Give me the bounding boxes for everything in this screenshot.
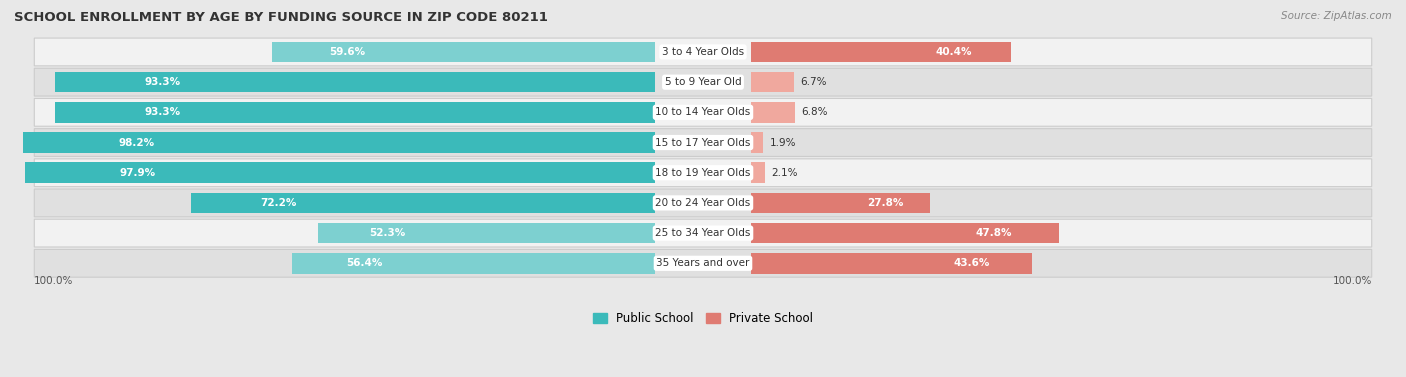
Text: 27.8%: 27.8%	[866, 198, 903, 208]
Bar	[751, 72, 794, 92]
Text: 5 to 9 Year Old: 5 to 9 Year Old	[665, 77, 741, 87]
Text: 72.2%: 72.2%	[260, 198, 297, 208]
Text: 56.4%: 56.4%	[346, 258, 382, 268]
Bar	[271, 42, 655, 62]
Text: 93.3%: 93.3%	[145, 107, 181, 117]
Bar	[292, 253, 655, 274]
Bar	[319, 223, 655, 244]
Text: SCHOOL ENROLLMENT BY AGE BY FUNDING SOURCE IN ZIP CODE 80211: SCHOOL ENROLLMENT BY AGE BY FUNDING SOUR…	[14, 11, 548, 24]
Text: 40.4%: 40.4%	[935, 47, 972, 57]
Bar	[25, 162, 655, 183]
Bar	[55, 102, 655, 123]
FancyBboxPatch shape	[34, 68, 1372, 96]
Bar	[751, 162, 765, 183]
Bar	[751, 42, 1011, 62]
Text: 93.3%: 93.3%	[145, 77, 181, 87]
Text: 2.1%: 2.1%	[770, 168, 797, 178]
Bar	[191, 193, 655, 213]
Bar	[751, 253, 1032, 274]
Text: 100.0%: 100.0%	[1333, 276, 1372, 286]
Bar	[55, 72, 655, 92]
Text: 3 to 4 Year Olds: 3 to 4 Year Olds	[662, 47, 744, 57]
Bar	[751, 193, 929, 213]
Text: 15 to 17 Year Olds: 15 to 17 Year Olds	[655, 138, 751, 147]
Text: 52.3%: 52.3%	[368, 228, 405, 238]
Text: 25 to 34 Year Olds: 25 to 34 Year Olds	[655, 228, 751, 238]
FancyBboxPatch shape	[34, 219, 1372, 247]
Bar	[751, 132, 763, 153]
Text: 59.6%: 59.6%	[329, 47, 366, 57]
Text: 18 to 19 Year Olds: 18 to 19 Year Olds	[655, 168, 751, 178]
Bar	[751, 102, 794, 123]
Text: 97.9%: 97.9%	[120, 168, 156, 178]
FancyBboxPatch shape	[34, 38, 1372, 66]
Text: Source: ZipAtlas.com: Source: ZipAtlas.com	[1281, 11, 1392, 21]
FancyBboxPatch shape	[34, 250, 1372, 277]
FancyBboxPatch shape	[34, 189, 1372, 217]
Text: 20 to 24 Year Olds: 20 to 24 Year Olds	[655, 198, 751, 208]
Text: 1.9%: 1.9%	[770, 138, 796, 147]
Text: 47.8%: 47.8%	[976, 228, 1012, 238]
Text: 6.7%: 6.7%	[801, 77, 827, 87]
Legend: Public School, Private School: Public School, Private School	[588, 308, 818, 330]
Text: 100.0%: 100.0%	[34, 276, 73, 286]
FancyBboxPatch shape	[34, 159, 1372, 187]
Bar	[24, 132, 655, 153]
Text: 98.2%: 98.2%	[118, 138, 155, 147]
Text: 43.6%: 43.6%	[953, 258, 990, 268]
FancyBboxPatch shape	[34, 98, 1372, 126]
Text: 35 Years and over: 35 Years and over	[657, 258, 749, 268]
Bar	[751, 223, 1059, 244]
Text: 10 to 14 Year Olds: 10 to 14 Year Olds	[655, 107, 751, 117]
Text: 6.8%: 6.8%	[801, 107, 828, 117]
FancyBboxPatch shape	[34, 129, 1372, 156]
